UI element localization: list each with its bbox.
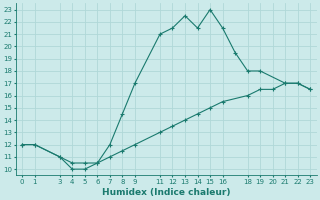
X-axis label: Humidex (Indice chaleur): Humidex (Indice chaleur): [102, 188, 230, 197]
